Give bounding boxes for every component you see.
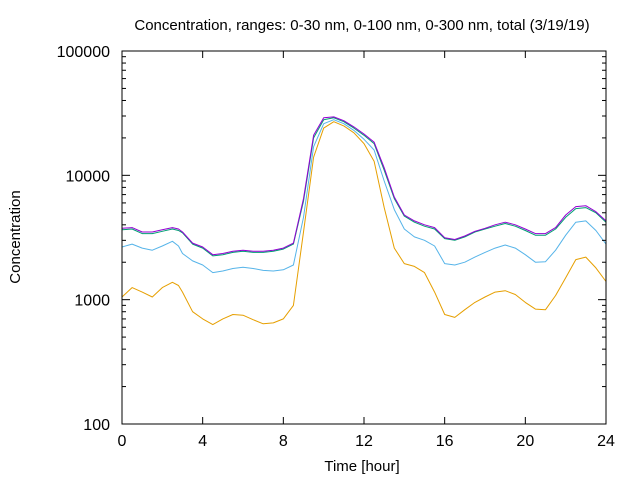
plot-frame <box>121 50 607 425</box>
x-tick-label: 0 <box>118 433 127 450</box>
x-tick-label: 8 <box>279 433 288 450</box>
x-tick-label: 20 <box>516 433 534 450</box>
series-line-3 <box>121 117 607 257</box>
y-tick-label: 1000 <box>74 293 110 310</box>
y-tick-label: 10000 <box>66 168 111 185</box>
y-tick-label: 100000 <box>57 44 110 61</box>
series-line-4 <box>121 116 607 256</box>
series-lines <box>121 116 607 326</box>
x-tick-label: 4 <box>198 433 207 450</box>
x-tick-label: 16 <box>436 433 454 450</box>
x-tick-label: 12 <box>355 433 373 450</box>
chart-title: Concentration, ranges: 0-30 nm, 0-100 nm… <box>134 17 589 34</box>
series-line-2 <box>121 119 607 274</box>
y-axis-label: Concentration <box>7 190 24 283</box>
x-tick-label: 24 <box>597 433 615 450</box>
x-axis-label: Time [hour] <box>324 458 399 475</box>
y-tick-label: 100 <box>83 417 110 434</box>
series-line-1 <box>121 121 607 326</box>
